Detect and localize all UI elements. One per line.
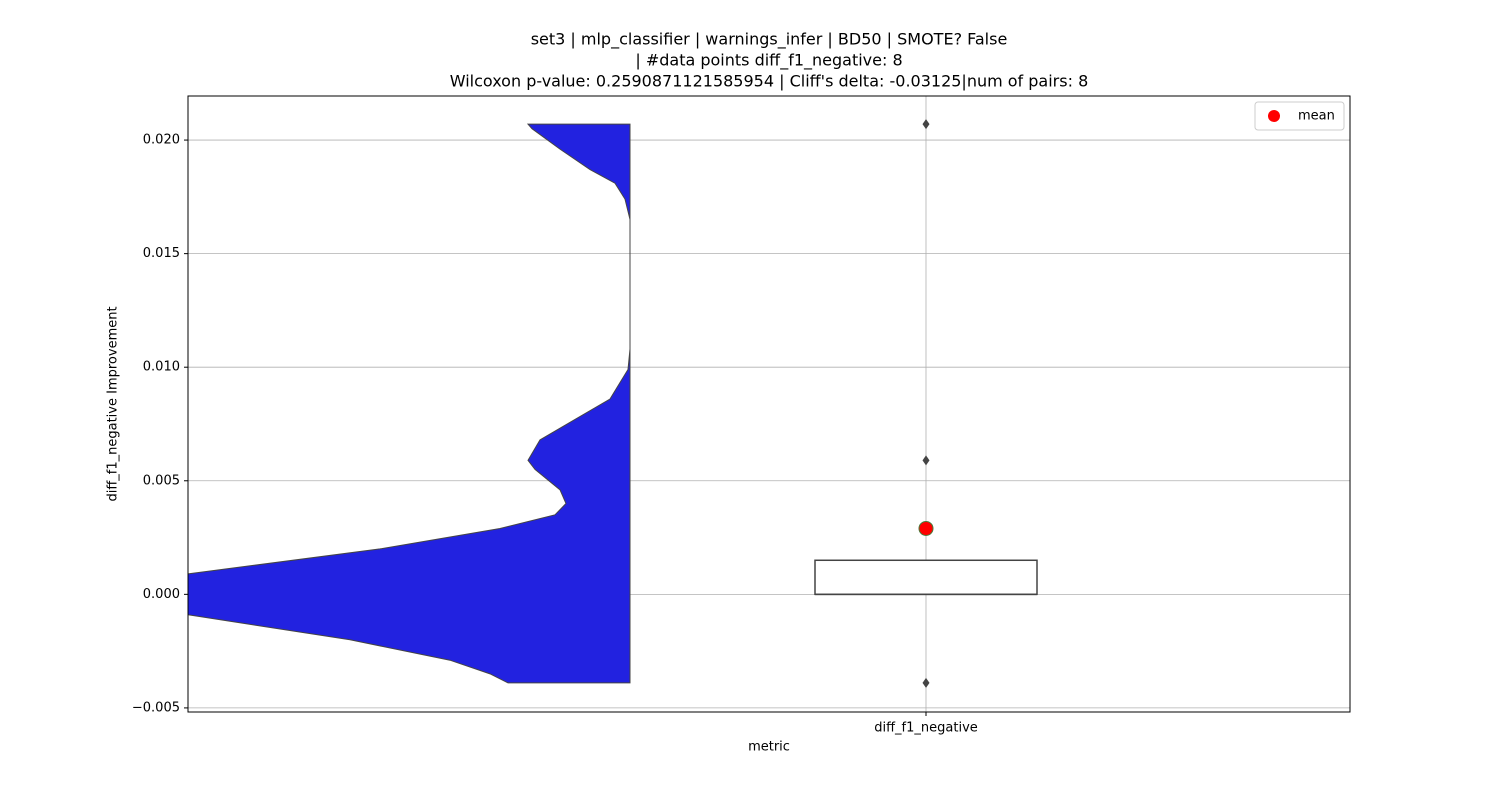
y-tick-label: 0.020	[143, 133, 180, 148]
violin	[188, 123, 631, 684]
legend-label: mean	[1298, 109, 1335, 124]
x-axis-label: metric	[748, 740, 790, 755]
y-tick-label: 0.000	[143, 587, 180, 602]
y-tick-label: 0.010	[143, 360, 180, 375]
mean-marker	[918, 520, 934, 536]
outlier	[922, 455, 930, 466]
box	[814, 559, 1038, 596]
plot-frame	[187, 95, 1351, 713]
outlier	[922, 119, 930, 130]
y-axis-label: diff_f1_negative Improvement	[106, 306, 121, 501]
chart-title: | #data points diff_f1_negative: 8	[635, 51, 902, 71]
y-tick-label: −0.005	[132, 700, 180, 715]
outlier	[922, 677, 930, 688]
y-tick-label: 0.015	[143, 246, 180, 261]
chart-title: set3 | mlp_classifier | warnings_infer |…	[531, 30, 1008, 50]
plot-area	[188, 119, 1038, 688]
y-tick-label: 0.005	[143, 473, 180, 488]
chart-title: Wilcoxon p-value: 0.2590871121585954 | C…	[450, 72, 1089, 91]
legend-marker	[1268, 110, 1280, 122]
x-tick-label: diff_f1_negative	[874, 721, 978, 736]
legend-box	[1254, 101, 1345, 131]
